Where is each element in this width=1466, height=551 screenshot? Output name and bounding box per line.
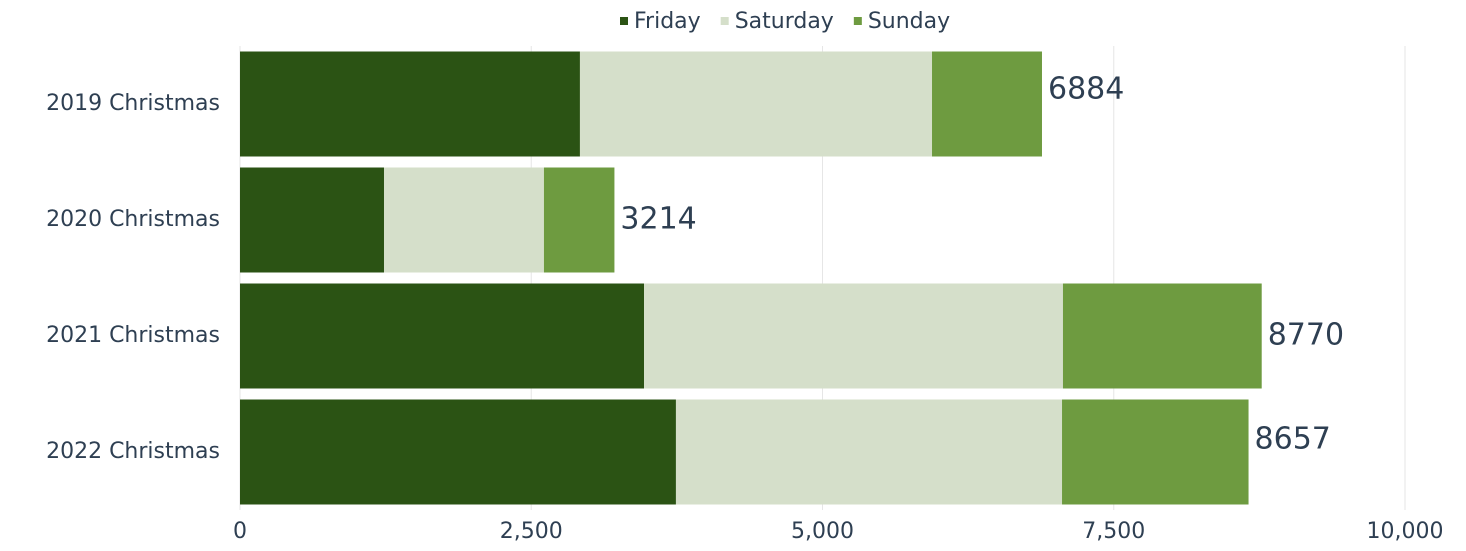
bar-segment — [240, 51, 580, 157]
total-label: 3214 — [620, 202, 696, 237]
bar-segment — [240, 167, 384, 273]
bar-segment — [1062, 283, 1262, 389]
x-tick-label: 7,500 — [1082, 519, 1145, 544]
x-tick-label: 5,000 — [791, 519, 854, 544]
legend: Friday Saturday Sunday — [620, 9, 950, 34]
bar-segment — [240, 283, 645, 389]
bar-segment — [675, 399, 1063, 505]
bar-segment — [1062, 399, 1249, 505]
category-label: 2019 Christmas — [46, 91, 220, 116]
total-label: 6884 — [1048, 72, 1124, 107]
legend-label: Friday — [634, 9, 701, 34]
total-label: 8770 — [1268, 318, 1344, 353]
bar-segment — [240, 399, 676, 505]
x-tick-label: 0 — [233, 519, 247, 544]
category-label: 2021 Christmas — [46, 323, 220, 348]
category-label: 2022 Christmas — [46, 439, 220, 464]
legend-swatch — [720, 17, 729, 25]
legend-swatch — [620, 17, 628, 25]
x-tick-label: 2,500 — [500, 519, 563, 544]
legend-label: Sunday — [868, 9, 950, 34]
category-label: 2020 Christmas — [46, 207, 220, 232]
bar-segment — [644, 283, 1063, 389]
legend-label: Saturday — [735, 9, 834, 34]
bar-segment — [383, 167, 544, 273]
bar-segment — [579, 51, 933, 157]
legend-swatch — [853, 17, 862, 25]
bar-segment — [932, 51, 1042, 157]
bar-segment — [543, 167, 615, 273]
total-label: 8657 — [1255, 422, 1331, 457]
x-tick-label: 10,000 — [1367, 519, 1444, 544]
